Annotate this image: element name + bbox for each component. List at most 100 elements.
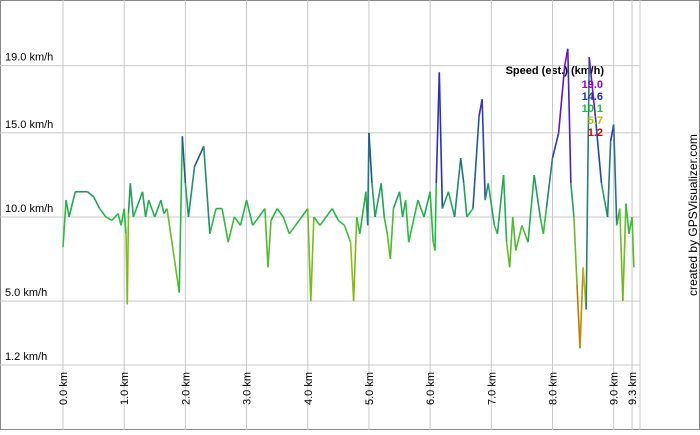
speed-segment (209, 208, 217, 234)
speed-segment (368, 132, 373, 184)
speed-segment (300, 208, 309, 218)
speed-segment (566, 48, 572, 184)
speed-segment (371, 183, 376, 218)
speed-segment (135, 191, 144, 209)
speed-segment (392, 191, 401, 209)
speed-segment (267, 220, 272, 268)
y-tick-label: 1.2 km/h (5, 351, 47, 363)
x-tick-label: 8.0 km (548, 372, 560, 405)
speed-segment (447, 191, 456, 218)
speed-segment (166, 208, 181, 293)
speed-segment (349, 242, 355, 302)
speed-segment (147, 199, 156, 218)
speed-segment (511, 216, 517, 251)
speed-segment (178, 136, 184, 293)
speed-segment (508, 216, 514, 268)
x-tick-label: 9.0 km (609, 372, 621, 405)
speed-segment (258, 208, 266, 218)
speed-segment (111, 213, 119, 221)
speed-segment (417, 199, 425, 218)
speed-segment (294, 216, 303, 226)
speed-segment (484, 183, 490, 201)
speed-segment (622, 203, 627, 302)
x-tick-label: 6.0 km (425, 372, 437, 405)
speed-segment (389, 208, 395, 260)
legend-value: 1.2 (588, 127, 603, 139)
speed-segment (343, 225, 352, 243)
speed-segment (132, 208, 138, 218)
x-tick-label: 7.0 km (486, 372, 498, 405)
speed-segment (288, 224, 297, 235)
speed-segment (527, 174, 535, 243)
speed-segment (594, 115, 603, 184)
speed-segment (160, 199, 165, 214)
speed-segment (521, 225, 529, 243)
speed-segment (227, 216, 236, 243)
speed-segment (325, 208, 333, 218)
speed-segment (551, 132, 560, 159)
speed-segment (233, 216, 242, 226)
speed-segment (181, 136, 187, 184)
speed-segment (105, 216, 113, 222)
speed-segment (276, 208, 284, 218)
x-tick-label: 9.3 km (627, 372, 639, 405)
speed-segment (487, 183, 496, 226)
speed-segment (496, 174, 505, 234)
speed-segment (423, 191, 431, 218)
speed-segment (588, 57, 597, 117)
speed-segment (129, 183, 135, 218)
speed-segment (435, 72, 441, 184)
speed-segment (619, 208, 624, 302)
speed-segment (438, 72, 444, 209)
speed-segment (123, 208, 127, 234)
speed-segment (141, 191, 147, 218)
speed-segment (355, 216, 361, 234)
speed-segment (383, 216, 389, 234)
legend-value: 19.0 (582, 79, 603, 91)
speed-segment (576, 284, 581, 349)
speed-segment (252, 216, 260, 226)
x-tick-label: 5.0 km (364, 372, 376, 405)
speed-segment (441, 191, 450, 209)
speed-segment (331, 208, 340, 221)
speed-segment (404, 200, 410, 243)
x-tick-label: 0.0 km (58, 372, 70, 405)
speed-segment (366, 132, 370, 226)
speed-segment (515, 225, 523, 251)
speed-segment (533, 174, 542, 218)
speed-segment (573, 216, 578, 285)
speed-segment (453, 158, 462, 218)
speed-segment (472, 116, 480, 209)
speed-segment (193, 146, 205, 167)
speed-segment (62, 200, 67, 248)
speed-segment (99, 208, 107, 218)
speed-segment (407, 199, 419, 243)
watermark: created by GPSVisualizer.com (686, 134, 700, 296)
y-tick-label: 10.0 km/h (5, 203, 53, 215)
speed-segment (184, 183, 190, 218)
legend-value: 14.6 (582, 91, 603, 103)
y-tick-label: 15.0 km/h (5, 119, 53, 131)
speed-segment (282, 216, 291, 235)
speed-segment (585, 57, 591, 310)
speed-segment (579, 267, 584, 349)
speed-segment (570, 183, 575, 218)
speed-segment (539, 216, 545, 234)
speed-segment (434, 183, 438, 251)
y-tick-label: 19.0 km/h (5, 52, 53, 64)
speed-segment (245, 199, 254, 226)
speed-segment (221, 208, 229, 243)
speed-segment (459, 158, 465, 184)
speed-segment (557, 65, 566, 133)
speed-segment (202, 146, 211, 234)
speed-segment (187, 166, 196, 218)
speed-segment (502, 174, 508, 243)
speed-segment (117, 213, 122, 226)
speed-segment (600, 183, 609, 218)
speed-segment (481, 99, 486, 201)
speed-segment (144, 200, 150, 218)
speed-segment (545, 158, 554, 209)
speed-segment (625, 203, 630, 234)
x-tick-label: 3.0 km (242, 372, 254, 405)
